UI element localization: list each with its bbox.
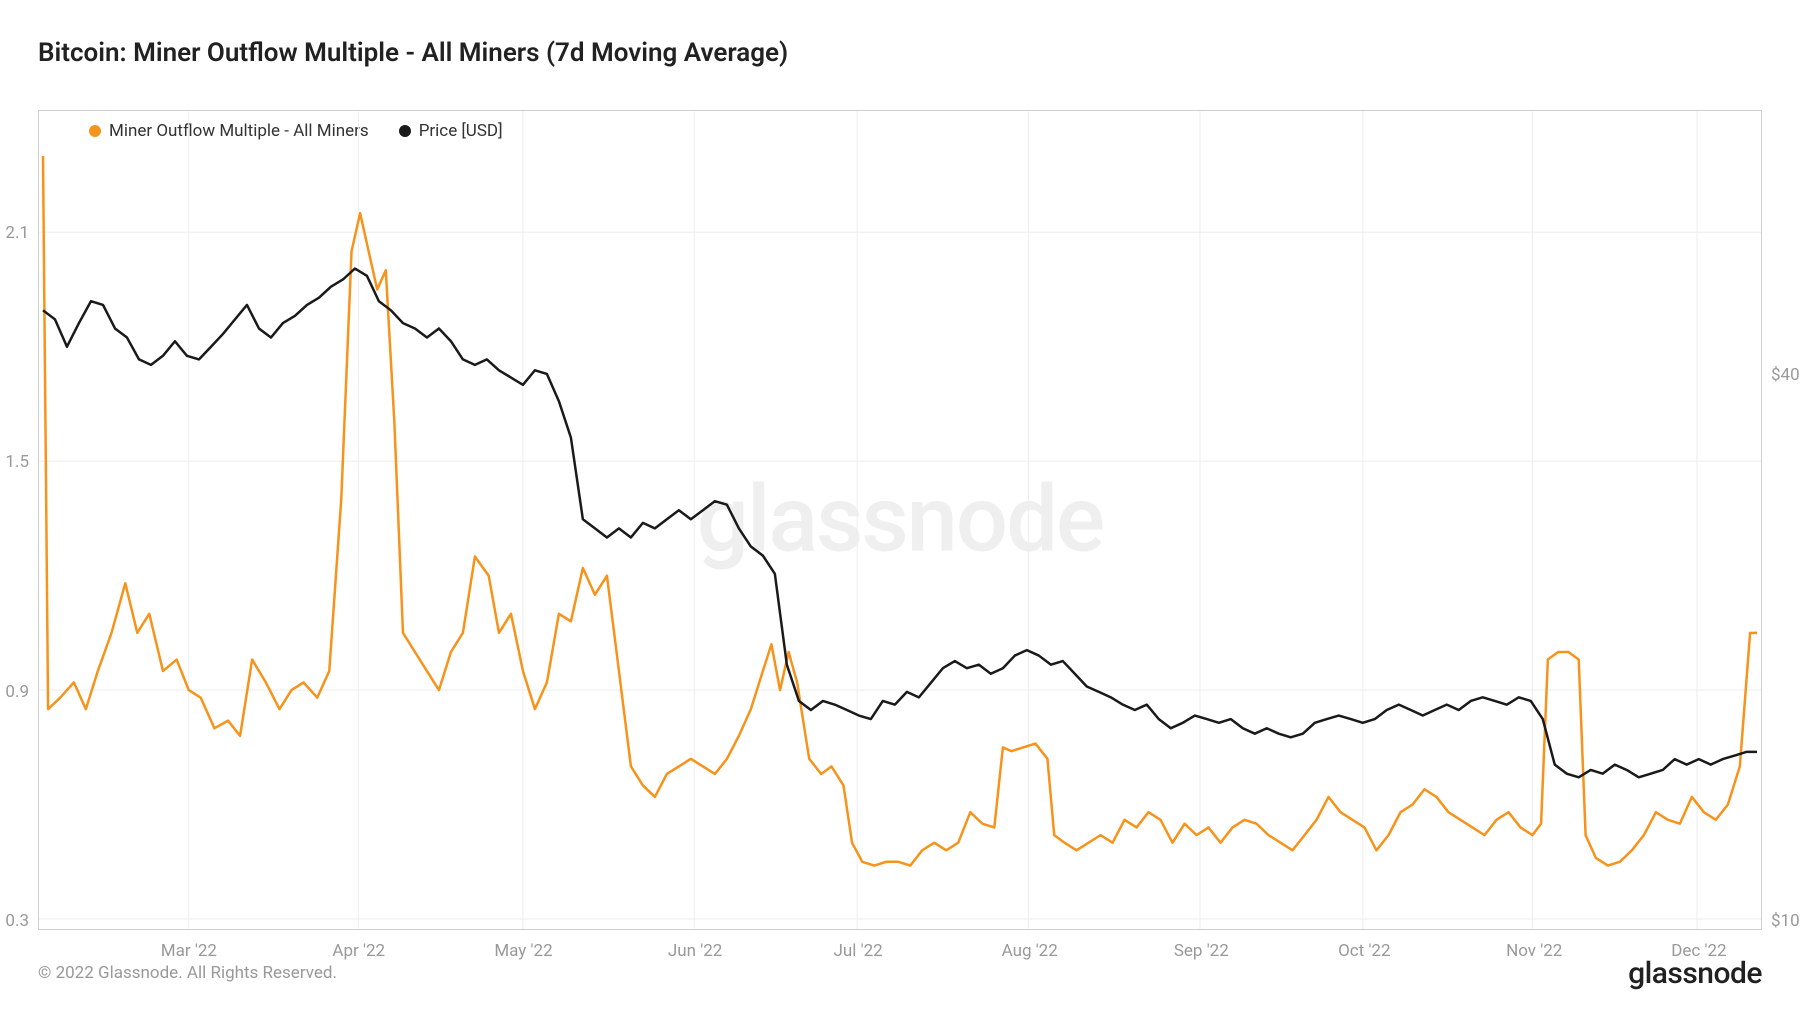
y-right-tick: $10k — [1771, 911, 1800, 931]
x-tick: Oct '22 — [1338, 941, 1390, 961]
x-tick: Apr '22 — [332, 941, 385, 961]
brand-logo: glassnode — [1628, 956, 1762, 991]
copyright-text: © 2022 Glassnode. All Rights Reserved. — [38, 963, 337, 983]
chart-container: glassnode Miner Outflow Multiple - All M… — [38, 110, 1762, 930]
x-tick: Sep '22 — [1174, 941, 1229, 961]
x-tick: May '22 — [494, 941, 552, 961]
x-tick: Mar '22 — [161, 941, 217, 961]
x-tick: Nov '22 — [1506, 941, 1562, 961]
chart-title: Bitcoin: Miner Outflow Multiple - All Mi… — [38, 38, 788, 68]
y-left-tick: 1.5 — [5, 452, 29, 472]
x-tick: Aug '22 — [1002, 941, 1058, 961]
x-tick: Jun '22 — [668, 941, 722, 961]
y-left-tick: 0.9 — [5, 682, 29, 702]
y-right-tick: $40k — [1771, 365, 1800, 385]
y-left-tick: 2.1 — [5, 223, 29, 243]
x-tick: Jul '22 — [834, 941, 883, 961]
y-left-tick: 0.3 — [5, 911, 29, 931]
chart-svg — [39, 111, 1761, 929]
